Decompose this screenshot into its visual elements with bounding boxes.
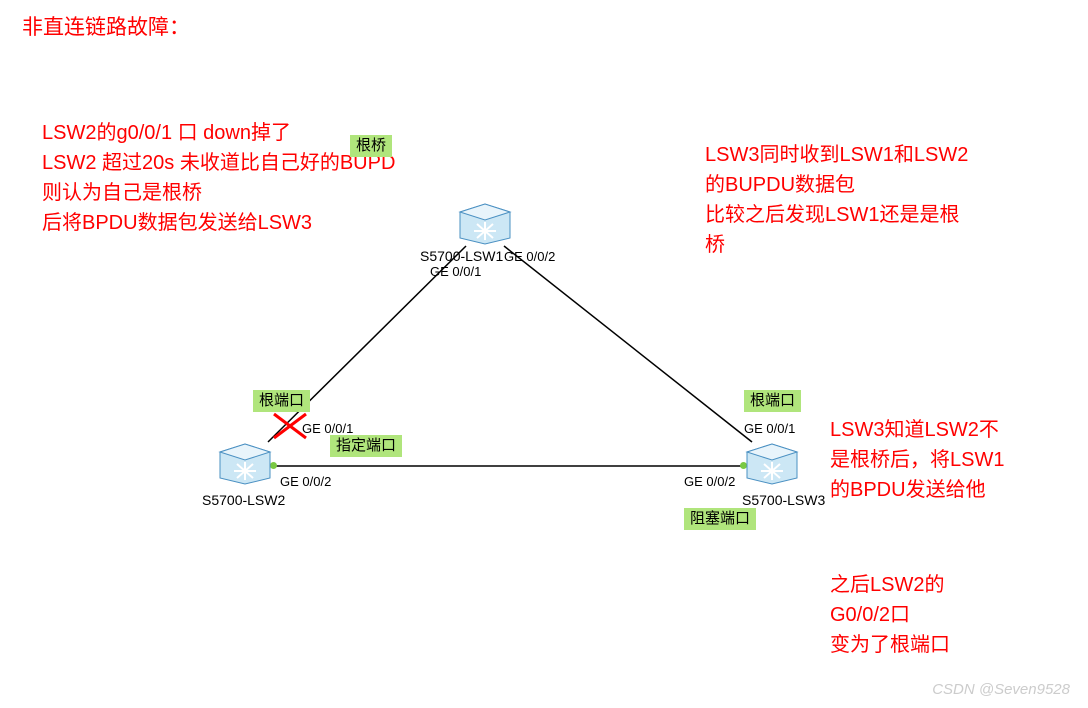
device-label: S5700-LSW1: [420, 248, 503, 264]
switch-lsw2: [218, 440, 272, 486]
switch-lsw3-label: S5700-LSW3: [742, 492, 825, 508]
lsw2-port2: GE 0/0/2: [280, 475, 331, 488]
tag-root-port-left: 根端口: [253, 390, 310, 412]
tag-designated-port: 指定端口: [330, 435, 402, 457]
switch-lsw1-label: S5700-LSW1: [420, 248, 503, 264]
diagram-title: 非直连链路故障：: [22, 12, 190, 44]
switch-lsw1: [458, 200, 512, 246]
watermark: CSDN @Seven9528: [932, 681, 1070, 698]
switch-lsw3: [745, 440, 799, 486]
annotation-right-mid: LSW3知道LSW2不 是根桥后，将LSW1 的BPDU发送给他: [830, 415, 1004, 505]
lsw2-port1: GE 0/0/1: [302, 422, 353, 435]
lsw3-port1: GE 0/0/1: [744, 422, 795, 435]
tag-blocked-port: 阻塞端口: [684, 508, 756, 530]
lsw1-port2: GE 0/0/2: [504, 250, 555, 263]
tag-root-bridge: 根桥: [350, 135, 392, 157]
annotation-right-top: LSW3同时收到LSW1和LSW2 的BUPDU数据包 比较之后发现LSW1还是…: [705, 140, 968, 260]
annotation-right-bot: 之后LSW2的 G0/0/2口 变为了根端口: [830, 570, 950, 660]
switch-lsw2-label: S5700-LSW2: [202, 492, 285, 508]
lsw1-port1: GE 0/0/1: [430, 265, 481, 278]
tag-root-port-right: 根端口: [744, 390, 801, 412]
annotation-left: LSW2的g0/0/1 口 down掉了 LSW2 超过20s 未收道比自己好的…: [42, 118, 395, 238]
lsw3-port2: GE 0/0/2: [684, 475, 735, 488]
